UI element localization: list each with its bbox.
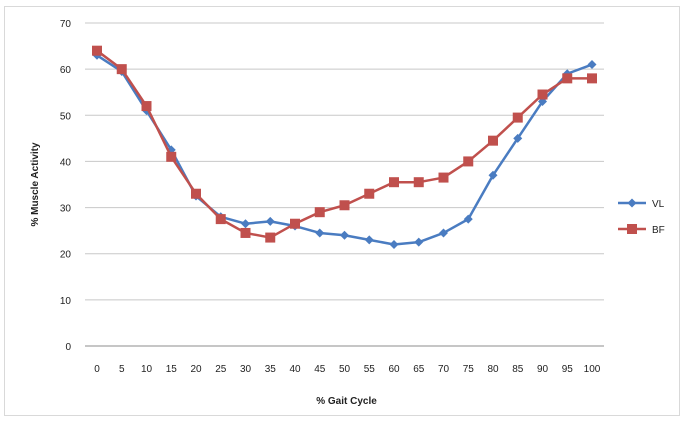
data-point bbox=[240, 227, 251, 238]
x-tick-label: 45 bbox=[314, 364, 326, 375]
data-point bbox=[488, 170, 498, 180]
data-point bbox=[513, 133, 523, 143]
x-tick-label: 20 bbox=[190, 364, 202, 375]
legend-item-VL: VL bbox=[618, 198, 665, 210]
x-tick-label: 5 bbox=[119, 364, 125, 375]
x-tick-label: 35 bbox=[265, 364, 277, 375]
x-tick-labels: 0 5 10 15 20 25 30 35 40 45 50 55 60 65 70 75 80 85 90 95 10… bbox=[94, 364, 601, 375]
legend-item-BF: BF bbox=[618, 224, 665, 236]
x-tick-label: 55 bbox=[364, 364, 376, 375]
data-point bbox=[587, 73, 597, 84]
data-point bbox=[364, 188, 375, 199]
x-tick-label: 85 bbox=[512, 364, 524, 375]
x-tick-label: 15 bbox=[166, 364, 178, 375]
data-point bbox=[92, 45, 102, 56]
x-tick-label: 70 bbox=[438, 364, 450, 375]
y-tick-labels: 0 10 20 30 40 50 60 70 bbox=[60, 19, 72, 353]
y-tick-label: 20 bbox=[60, 250, 72, 261]
data-point bbox=[364, 235, 374, 245]
data-point bbox=[389, 239, 399, 249]
data-point bbox=[340, 230, 349, 240]
data-point bbox=[389, 177, 399, 188]
x-tick-label: 100 bbox=[584, 364, 601, 375]
legend-label: BF bbox=[652, 225, 665, 236]
data-point bbox=[166, 151, 177, 162]
data-point bbox=[488, 135, 498, 146]
data-point bbox=[314, 207, 325, 218]
x-tick-label: 30 bbox=[240, 364, 252, 375]
y-axis-title: % Muscle Activity bbox=[30, 142, 41, 227]
data-point bbox=[537, 89, 548, 100]
x-tick-label: 50 bbox=[339, 364, 351, 375]
data-point bbox=[587, 60, 597, 70]
legend: VL BF bbox=[618, 198, 665, 236]
series-BF bbox=[92, 45, 597, 243]
x-tick-label: 25 bbox=[215, 364, 227, 375]
data-point bbox=[414, 237, 424, 247]
data-point bbox=[512, 112, 523, 123]
legend-label: VL bbox=[652, 199, 665, 210]
data-point bbox=[562, 73, 573, 84]
y-tick-label: 50 bbox=[60, 111, 72, 122]
x-tick-label: 40 bbox=[289, 364, 301, 375]
data-point bbox=[339, 200, 350, 211]
x-tick-label: 10 bbox=[141, 364, 153, 375]
data-point bbox=[439, 228, 448, 238]
x-tick-label: 65 bbox=[413, 364, 425, 375]
x-tick-label: 0 bbox=[94, 364, 100, 375]
data-point bbox=[463, 156, 474, 167]
data-point bbox=[215, 214, 226, 225]
data-point bbox=[191, 188, 201, 199]
y-tick-label: 70 bbox=[60, 19, 72, 30]
data-point bbox=[463, 214, 473, 224]
data-point bbox=[265, 232, 276, 243]
x-tick-label: 80 bbox=[487, 364, 499, 375]
data-point bbox=[116, 64, 127, 75]
y-tick-label: 60 bbox=[60, 65, 72, 76]
gridlines bbox=[85, 22, 604, 301]
data-point bbox=[438, 172, 449, 183]
x-tick-label: 60 bbox=[388, 364, 400, 375]
x-axis-title: % Gait Cycle bbox=[316, 396, 377, 407]
data-point bbox=[315, 228, 325, 238]
y-tick-label: 30 bbox=[60, 204, 72, 215]
data-point bbox=[265, 216, 275, 226]
legend-marker bbox=[627, 198, 637, 208]
data-point bbox=[413, 177, 424, 188]
series-group bbox=[92, 45, 597, 249]
data-point bbox=[141, 101, 152, 112]
x-tick-label: 90 bbox=[537, 364, 549, 375]
y-tick-label: 0 bbox=[65, 342, 71, 353]
legend-marker bbox=[627, 224, 637, 234]
y-tick-label: 10 bbox=[60, 296, 72, 307]
y-tick-label: 40 bbox=[60, 157, 72, 168]
data-point bbox=[290, 218, 300, 229]
x-tick-label: 75 bbox=[463, 364, 475, 375]
x-tick-label: 95 bbox=[562, 364, 574, 375]
data-point bbox=[241, 219, 250, 229]
